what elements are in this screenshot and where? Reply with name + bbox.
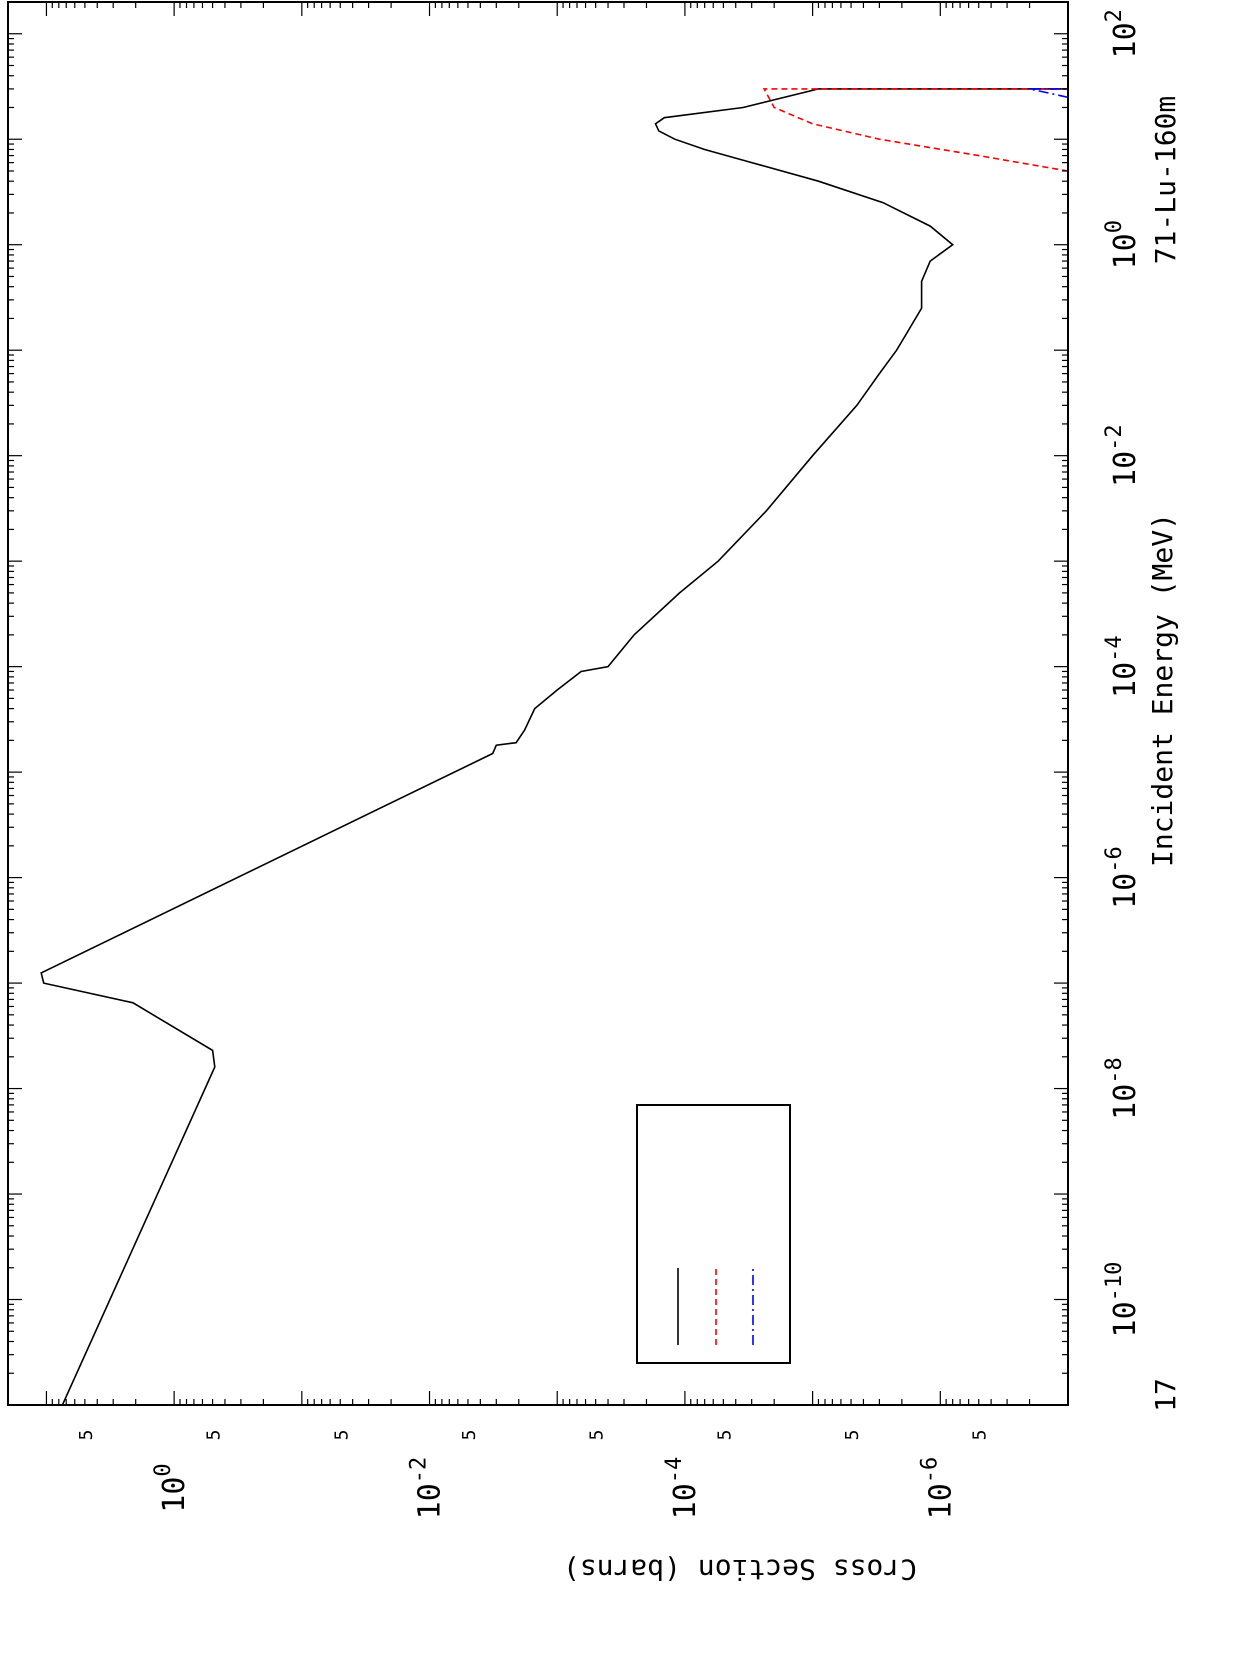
- energy-tick-label: 102: [1102, 9, 1143, 58]
- xs-minor-label: 5: [459, 1430, 480, 1441]
- energy-tick-label: 10-8: [1102, 1057, 1143, 1120]
- chart-title: 71-Lu-160m: [1149, 96, 1182, 265]
- xs-minor-label: 5: [331, 1430, 352, 1441]
- xs-tick-label: 100: [151, 1463, 192, 1512]
- x-axis-title: Incident Energy (MeV): [1146, 513, 1179, 867]
- xs-minor-label: 5: [204, 1430, 225, 1441]
- energy-tick-label: 100: [1102, 220, 1143, 269]
- energy-tick-label: 10-6: [1102, 846, 1143, 909]
- xs-minor-label: 5: [970, 1430, 991, 1441]
- plot-frame: [7, 1, 1069, 1406]
- xs-minor-label: 5: [714, 1430, 735, 1441]
- energy-tick-label: 10-4: [1102, 635, 1143, 698]
- series-line-1: [40, 88, 1068, 1405]
- legend: [636, 1104, 791, 1364]
- labels-layer: 10-10 10-8 10-6 10-4 10-2 100 102 10-6 10-4 10-2 1…: [76, 9, 1182, 1586]
- legend-box: [636, 1104, 791, 1364]
- energy-tick-label: 10-2: [1102, 424, 1143, 487]
- xs-tick-label: 10-4: [662, 1457, 703, 1520]
- xs-minor-label: 5: [842, 1430, 863, 1441]
- plot-layer: [40, 88, 1068, 1405]
- corner-label: 17: [1149, 1378, 1182, 1412]
- axes-layer: [7, 1, 1069, 1406]
- y-axis-title: Cross Section (barns): [563, 1553, 917, 1586]
- xs-minor-label: 5: [76, 1430, 97, 1441]
- series-line-3: [1029, 88, 1068, 99]
- series-line-2: [762, 88, 1068, 172]
- xs-tick-label: 10-2: [407, 1457, 448, 1520]
- energy-tick-label: 10-10: [1102, 1262, 1143, 1338]
- xs-minor-label: 5: [587, 1430, 608, 1441]
- xs-tick-label: 10-6: [917, 1457, 958, 1520]
